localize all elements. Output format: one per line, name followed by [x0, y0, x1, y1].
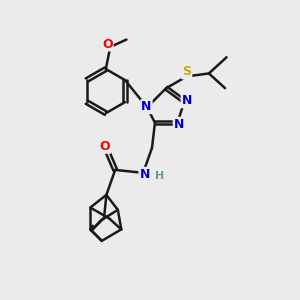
- Text: O: O: [100, 140, 110, 153]
- Text: N: N: [182, 94, 192, 107]
- Text: S: S: [182, 65, 191, 79]
- Text: N: N: [141, 100, 152, 113]
- Text: H: H: [155, 171, 164, 182]
- Text: N: N: [140, 168, 150, 181]
- Text: N: N: [174, 118, 184, 131]
- Text: O: O: [102, 38, 112, 50]
